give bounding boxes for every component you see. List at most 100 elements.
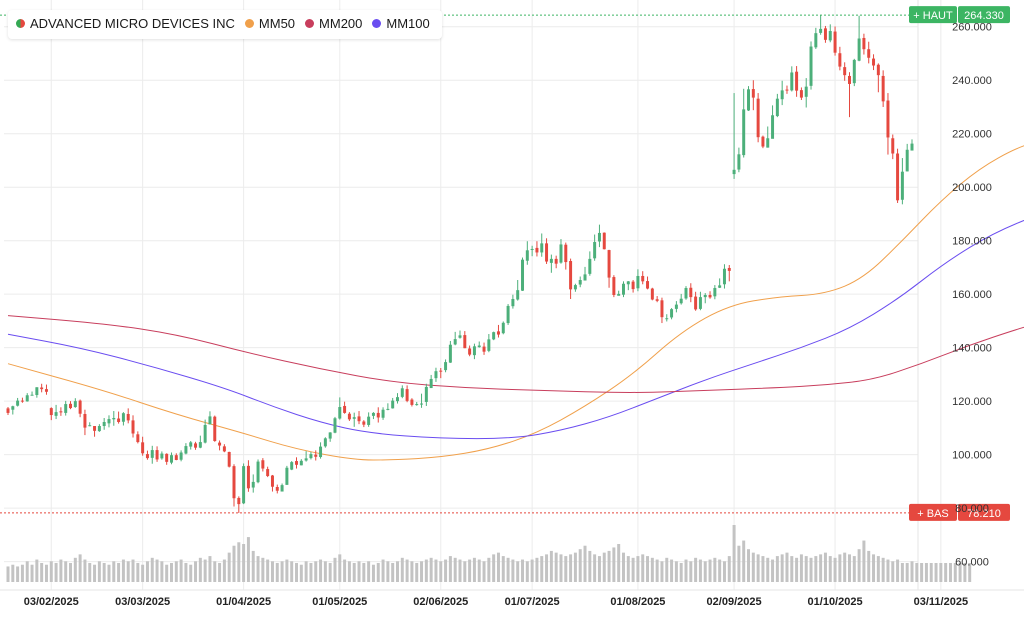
candle-body bbox=[20, 400, 24, 402]
candle-body bbox=[472, 346, 476, 356]
candle-body bbox=[814, 33, 818, 48]
candle bbox=[617, 290, 621, 296]
volume-bar bbox=[319, 559, 323, 582]
candle bbox=[703, 293, 707, 304]
candle bbox=[804, 78, 808, 108]
volume-bar bbox=[352, 563, 356, 582]
candle-body bbox=[227, 451, 231, 467]
candle-body bbox=[607, 250, 611, 278]
volume-bar bbox=[540, 556, 544, 582]
candle-body bbox=[554, 258, 558, 264]
volume-bar bbox=[722, 561, 726, 582]
candle bbox=[458, 330, 462, 339]
candle bbox=[420, 393, 424, 408]
candle-body bbox=[309, 454, 313, 459]
volume-bar bbox=[88, 563, 92, 582]
volume-bar bbox=[333, 557, 337, 582]
candle-body bbox=[684, 288, 688, 299]
candle bbox=[852, 58, 856, 87]
candle-body bbox=[593, 242, 597, 259]
volume-bar bbox=[573, 552, 577, 582]
candle bbox=[847, 72, 851, 118]
candle bbox=[718, 278, 722, 289]
candle bbox=[540, 233, 544, 257]
volume-bar bbox=[280, 561, 284, 582]
legend-item-mm200[interactable]: MM200 bbox=[305, 16, 362, 31]
volume-bar bbox=[886, 559, 890, 582]
volume-bar bbox=[121, 559, 125, 582]
candle bbox=[530, 245, 534, 257]
candle bbox=[362, 420, 366, 428]
candle-body bbox=[40, 387, 44, 390]
volume-bar bbox=[766, 557, 770, 582]
volume-bar bbox=[636, 556, 640, 582]
candle-body bbox=[665, 318, 669, 320]
candle bbox=[727, 265, 731, 282]
volume-bar bbox=[405, 559, 409, 582]
ma-line-mm200 bbox=[7, 315, 1024, 393]
volume-bar bbox=[742, 540, 746, 582]
candle bbox=[227, 451, 231, 468]
volume-bar bbox=[371, 564, 375, 582]
candle-body bbox=[218, 442, 222, 446]
legend-item-stock[interactable]: ADVANCED MICRO DEVICES INC bbox=[16, 16, 235, 31]
candle bbox=[742, 88, 746, 158]
candle-body bbox=[391, 400, 395, 409]
candle bbox=[237, 496, 241, 513]
candle bbox=[766, 126, 770, 148]
volume-bar bbox=[126, 561, 130, 582]
candle-body bbox=[400, 388, 404, 397]
candle-body bbox=[602, 232, 606, 250]
candle bbox=[857, 15, 861, 62]
low-marker-label: + BAS bbox=[917, 508, 949, 520]
y-tick-label: 200.000 bbox=[952, 182, 992, 194]
candle bbox=[179, 450, 183, 462]
volume-bar bbox=[242, 544, 246, 582]
candle-body bbox=[823, 28, 827, 40]
candle-body bbox=[655, 299, 659, 301]
candle-body bbox=[650, 288, 654, 300]
legend-label-stock: ADVANCED MICRO DEVICES INC bbox=[30, 16, 235, 31]
volume-bar bbox=[165, 564, 169, 582]
candle-body bbox=[444, 362, 448, 371]
candle-body bbox=[905, 149, 909, 172]
volume-bar bbox=[25, 561, 29, 582]
candle-body bbox=[674, 304, 678, 309]
candle-body bbox=[314, 454, 318, 457]
candle bbox=[694, 291, 698, 311]
volume-bar bbox=[795, 557, 799, 582]
low-marker-tag bbox=[909, 503, 957, 521]
candle bbox=[482, 342, 486, 355]
candle bbox=[357, 411, 361, 425]
candle-body bbox=[439, 370, 443, 372]
legend-item-mm100[interactable]: MM100 bbox=[372, 16, 430, 31]
candle bbox=[415, 401, 419, 406]
candle-body bbox=[222, 446, 226, 452]
volume-bar bbox=[670, 559, 674, 582]
candle bbox=[352, 412, 356, 427]
candle bbox=[501, 321, 505, 335]
candle bbox=[54, 404, 58, 420]
volume-bar bbox=[708, 559, 712, 582]
candle bbox=[400, 385, 404, 399]
volume-bar bbox=[429, 557, 433, 582]
candle bbox=[386, 403, 390, 411]
candle-body bbox=[290, 462, 294, 470]
y-tick-label: 100.000 bbox=[952, 450, 992, 462]
candle bbox=[578, 276, 582, 288]
candle bbox=[328, 432, 332, 442]
candle-body bbox=[49, 408, 53, 416]
legend-item-mm50[interactable]: MM50 bbox=[244, 16, 295, 31]
candle-body bbox=[299, 460, 303, 466]
candle-body bbox=[790, 72, 794, 91]
candle bbox=[323, 437, 327, 448]
candle-body bbox=[333, 418, 337, 433]
candle bbox=[448, 340, 452, 363]
volume-bar bbox=[631, 557, 635, 582]
candle bbox=[905, 143, 909, 172]
candle-body bbox=[357, 416, 361, 422]
candle bbox=[809, 41, 813, 90]
volume-bar bbox=[477, 559, 481, 582]
